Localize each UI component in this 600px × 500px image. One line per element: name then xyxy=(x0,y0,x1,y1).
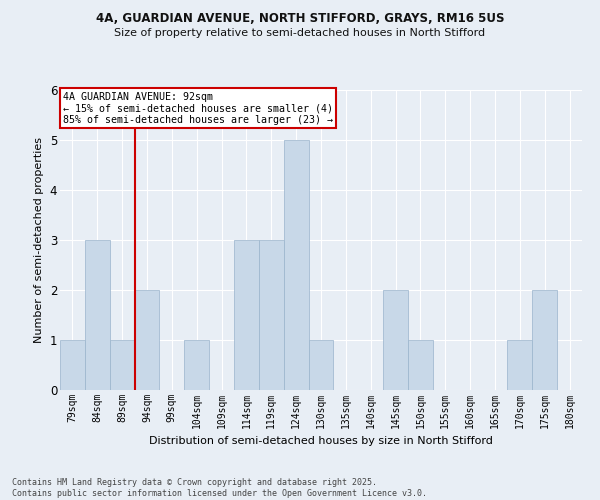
Y-axis label: Number of semi-detached properties: Number of semi-detached properties xyxy=(34,137,44,343)
Bar xyxy=(308,340,334,390)
Bar xyxy=(408,340,433,390)
Bar xyxy=(184,340,209,390)
Text: 4A GUARDIAN AVENUE: 92sqm
← 15% of semi-detached houses are smaller (4)
85% of s: 4A GUARDIAN AVENUE: 92sqm ← 15% of semi-… xyxy=(62,92,332,124)
Bar xyxy=(383,290,408,390)
Bar xyxy=(284,140,308,390)
Bar xyxy=(60,340,85,390)
Bar xyxy=(85,240,110,390)
Bar xyxy=(532,290,557,390)
Bar xyxy=(134,290,160,390)
Text: Contains HM Land Registry data © Crown copyright and database right 2025.
Contai: Contains HM Land Registry data © Crown c… xyxy=(12,478,427,498)
Text: Size of property relative to semi-detached houses in North Stifford: Size of property relative to semi-detach… xyxy=(115,28,485,38)
Bar xyxy=(234,240,259,390)
Bar xyxy=(110,340,134,390)
Text: 4A, GUARDIAN AVENUE, NORTH STIFFORD, GRAYS, RM16 5US: 4A, GUARDIAN AVENUE, NORTH STIFFORD, GRA… xyxy=(96,12,504,26)
X-axis label: Distribution of semi-detached houses by size in North Stifford: Distribution of semi-detached houses by … xyxy=(149,436,493,446)
Bar xyxy=(259,240,284,390)
Bar xyxy=(508,340,532,390)
